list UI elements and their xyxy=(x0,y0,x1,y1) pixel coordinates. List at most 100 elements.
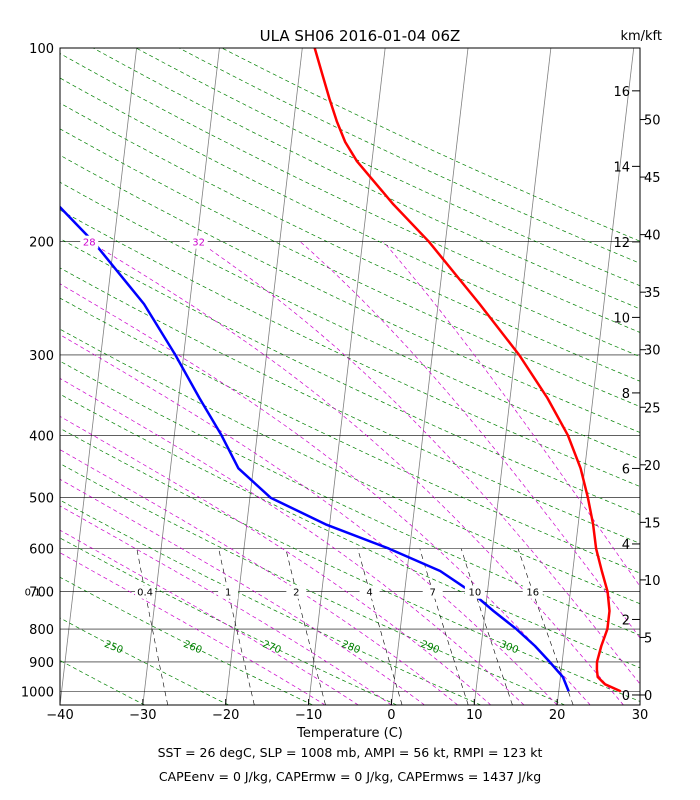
plot-frame xyxy=(59,47,641,706)
kft-tick-label: 0 xyxy=(644,689,652,704)
height-axis: 0 2 4 6 8 10 12 14 16 0 5 10 15 20 25 30 35 40 45 50 km/kft xyxy=(613,29,662,704)
kft-tick-label: 45 xyxy=(644,171,661,186)
km-tick-label: 4 xyxy=(622,538,630,553)
km-tick-label: 12 xyxy=(613,236,630,251)
sounding-profiles xyxy=(60,48,622,693)
isotherms xyxy=(0,48,640,705)
dry-adiabat-label: 300 xyxy=(498,639,520,656)
label-mask xyxy=(22,585,43,599)
pressure-tick-label: 400 xyxy=(29,429,54,444)
kft-tick-label: 5 xyxy=(644,631,652,646)
moist-adiabat xyxy=(198,241,640,685)
moist-adiabat xyxy=(89,241,624,705)
moist-adiabats xyxy=(60,241,640,705)
pressure-tick-label: 700 xyxy=(29,586,54,601)
km-tick-label: 14 xyxy=(613,160,630,175)
kft-tick-label: 40 xyxy=(644,229,661,244)
moist-adiabat xyxy=(60,378,525,705)
pressure-tick-label: 100 xyxy=(29,42,54,57)
kft-tick-label: 20 xyxy=(644,459,661,474)
label-mask xyxy=(422,585,443,599)
summary-line-1: SST = 26 degC, SLP = 1008 mb, AMPI = 56 … xyxy=(157,745,543,760)
dry-adiabat xyxy=(60,617,229,705)
mixing-ratio-label: 1 xyxy=(225,588,231,599)
x-tick-label: 30 xyxy=(632,708,649,723)
label-mask xyxy=(522,585,543,599)
isotherm-line xyxy=(0,48,54,705)
kft-tick-label: 15 xyxy=(644,516,661,531)
mixing-ratio-line xyxy=(136,548,168,705)
moist-adiabat-label: 32 xyxy=(192,238,205,249)
dry-adiabat xyxy=(221,48,640,242)
x-tick-label: −20 xyxy=(212,708,239,723)
moist-adiabat xyxy=(60,505,392,705)
km-tick-label: 0 xyxy=(622,689,630,704)
isotherm-line xyxy=(225,48,303,705)
isotherm-line xyxy=(639,701,640,705)
mixing-ratio-label: 16 xyxy=(526,588,539,599)
height-unit-label: km/kft xyxy=(620,29,662,44)
moist-adiabat-label: 28 xyxy=(83,238,96,249)
line-labels: 0.10.41247101625026027028029030081216202… xyxy=(22,235,543,656)
dry-adiabat xyxy=(60,499,481,705)
isotherm-line xyxy=(473,48,552,705)
pressure-tick-label: 600 xyxy=(29,543,54,558)
mixing-ratio-line xyxy=(285,548,326,705)
dry-adiabat-label: 260 xyxy=(182,639,204,656)
dry-adiabat xyxy=(60,267,640,544)
x-tick-label: −30 xyxy=(129,708,156,723)
summary-line-2: CAPEenv = 0 J/kg, CAPErmw = 0 J/kg, CAPE… xyxy=(158,769,542,784)
label-mask xyxy=(189,235,208,249)
background-lines xyxy=(0,48,640,705)
dry-adiabat-label: 280 xyxy=(340,639,362,656)
kft-tick-label: 25 xyxy=(644,401,661,416)
kft-tick-label: 30 xyxy=(644,344,661,359)
dry-adiabats xyxy=(60,48,640,705)
dry-adiabat xyxy=(60,463,565,705)
temperature-profile xyxy=(313,48,622,693)
isotherm-line xyxy=(142,48,220,705)
dry-adiabat xyxy=(60,360,640,636)
dry-adiabat xyxy=(60,181,640,460)
mixing-ratio-line xyxy=(218,548,255,705)
moist-adiabat xyxy=(60,552,326,705)
mixing-ratio-label: 0.4 xyxy=(137,588,153,599)
dry-adiabat xyxy=(60,704,61,705)
chart-title: ULA SH06 2016-01-04 06Z xyxy=(260,27,461,45)
dry-adiabat xyxy=(60,77,640,357)
label-mask xyxy=(464,585,485,599)
label-mask xyxy=(359,585,380,599)
pressure-tick-label: 300 xyxy=(29,349,54,364)
mixing-ratio-line xyxy=(460,548,513,705)
dry-adiabat xyxy=(60,576,313,705)
x-tick-label: 20 xyxy=(549,708,566,723)
pressure-tick-label: 900 xyxy=(29,656,54,671)
isotherm-line xyxy=(391,48,469,705)
x-tick-label: 0 xyxy=(387,708,395,723)
km-tick-label: 8 xyxy=(622,387,630,402)
moist-adiabat xyxy=(60,283,591,705)
dry-adiabat xyxy=(60,128,640,407)
label-mask xyxy=(80,235,99,249)
dry-adiabat xyxy=(60,660,145,705)
km-tick-label: 2 xyxy=(622,613,630,628)
isotherm-line xyxy=(308,48,386,705)
mixing-ratio-line xyxy=(357,548,403,705)
mixing-ratio-line xyxy=(419,548,469,705)
dry-adiabat xyxy=(60,427,640,702)
moist-adiabat xyxy=(60,416,492,705)
pressure-tick-label: 500 xyxy=(29,492,54,507)
kft-tick-label: 50 xyxy=(644,114,661,129)
x-tick-label: 10 xyxy=(466,708,483,723)
moist-adiabat xyxy=(299,241,640,639)
km-tick-label: 10 xyxy=(613,311,630,326)
label-mask xyxy=(218,585,239,599)
moist-adiabat xyxy=(60,449,458,705)
dry-adiabat xyxy=(60,102,640,382)
dry-adiabat xyxy=(60,328,640,605)
dry-adiabat xyxy=(60,537,397,705)
mixing-ratio-label: 0.1 xyxy=(25,588,41,599)
mixing-ratio-label: 2 xyxy=(293,588,299,599)
